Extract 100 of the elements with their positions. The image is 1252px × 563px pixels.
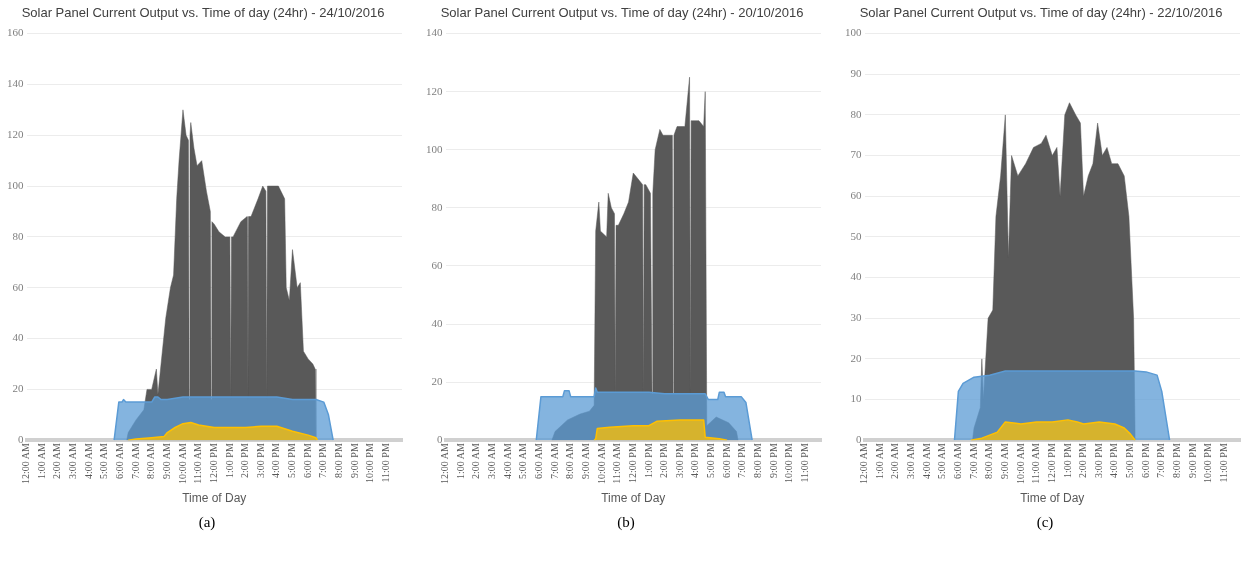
- x-tick-label: 8:00 AM: [564, 443, 576, 480]
- x-tick-label: 2:00 PM: [1077, 443, 1089, 478]
- y-tick-label: 40: [12, 331, 24, 344]
- x-tick-label: 1:00 PM: [1061, 443, 1073, 478]
- x-tick-label: 6:00 PM: [301, 443, 313, 478]
- x-tick-label: 8:00 PM: [333, 443, 345, 478]
- x-tick-label: 6:00 AM: [114, 443, 125, 480]
- x-tick-label: 12:00 PM: [626, 443, 638, 483]
- text: (c): [1036, 514, 1054, 531]
- x-tick-label: 11:00 PM: [1217, 443, 1229, 483]
- x-tick-label: 10:00 AM: [595, 443, 607, 485]
- x-tick-label: 9:00 PM: [348, 443, 360, 478]
- x-tick-label: 11:00 AM: [1030, 443, 1042, 484]
- x-tick-label: 5:00 PM: [705, 443, 717, 478]
- x-tick-label: 11:00 PM: [379, 443, 391, 483]
- x-axis-title: Time of Day: [182, 491, 247, 506]
- x-tick-label: 7:00 AM: [548, 443, 560, 480]
- x-tick-label: 2:00 AM: [470, 443, 482, 480]
- x-tick-label: 4:00 PM: [270, 443, 282, 478]
- y-tick-label: 50: [850, 229, 862, 242]
- x-tick-label: 10:00 PM: [364, 443, 376, 483]
- x-tick-label: 3:00 PM: [1092, 443, 1104, 478]
- x-tick-label: 3:00 PM: [673, 443, 685, 478]
- x-tick-label: 11:00 PM: [798, 443, 810, 483]
- x-tick-label: 3:00 AM: [67, 443, 79, 480]
- x-tick-label: 5:00 PM: [286, 443, 298, 478]
- x-tick-label: 10:00 PM: [1202, 443, 1214, 483]
- x-tick-label: 10:00 PM: [783, 443, 795, 483]
- y-tick-label: 100: [845, 26, 862, 39]
- x-tick-label: 7:00 AM: [129, 443, 141, 480]
- y-tick-label: 60: [12, 280, 24, 293]
- y-tick-label: 10: [850, 392, 862, 405]
- text: (b): [617, 514, 635, 531]
- y-tick-label: 120: [426, 84, 443, 97]
- y-tick-label: 90: [850, 67, 862, 80]
- x-axis-title: Time of Day: [601, 491, 666, 506]
- x-tick-label: 1:00 PM: [642, 443, 654, 478]
- x-tick-label: 6:00 PM: [720, 443, 732, 478]
- x-tick-label: 10:00 AM: [1014, 443, 1026, 485]
- x-tick-label: 12:00 PM: [1045, 443, 1057, 483]
- x-tick-label: 9:00 PM: [767, 443, 779, 478]
- x-tick-label: 7:00 AM: [967, 443, 979, 480]
- x-tick-label: 7:00 PM: [317, 443, 329, 478]
- x-tick-label: 2:00 AM: [51, 443, 63, 480]
- x-tick-label: 3:00 AM: [486, 443, 498, 480]
- x-tick-label: 12:00 PM: [207, 443, 219, 483]
- y-tick-label: 70: [850, 148, 862, 161]
- y-tick-label: 20: [850, 351, 862, 364]
- x-tick-label: 9:00 AM: [160, 443, 172, 480]
- x-tick-label: 6:00 AM: [952, 443, 963, 480]
- x-tick-label: 1:00 AM: [454, 443, 466, 480]
- x-tick-label: 5:00 PM: [1124, 443, 1136, 478]
- x-tick-label: 9:00 AM: [998, 443, 1010, 480]
- x-tick-label: 4:00 AM: [82, 443, 94, 480]
- x-tick-label: 11:00 AM: [192, 443, 204, 484]
- x-tick-label: 9:00 PM: [1186, 443, 1198, 478]
- y-tick-label: 30: [850, 311, 862, 324]
- y-tick-label: 40: [431, 316, 443, 329]
- x-tick-label: 2:00 PM: [239, 443, 251, 478]
- x-tick-label: 12:00 AM: [439, 443, 451, 485]
- chart-title: Solar Panel Current Output vs. Time of day (24hr) - 24/10/2016: [21, 5, 385, 21]
- x-tick-label: 12:00 AM: [20, 443, 32, 485]
- y-tick-label: 80: [431, 200, 443, 213]
- y-tick-label: 20: [431, 375, 443, 388]
- x-tick-label: 4:00 PM: [689, 443, 701, 478]
- x-tick-label: 9:00 AM: [579, 443, 591, 480]
- x-axis-title: Time of Day: [1020, 491, 1085, 506]
- y-tick-label: 100: [426, 142, 443, 155]
- chart-title: Solar Panel Current Output vs. Time of day (24hr) - 22/10/2016: [859, 5, 1223, 21]
- y-tick-label: 60: [431, 258, 443, 271]
- x-tick-label: 3:00 PM: [254, 443, 266, 478]
- y-tick-label: 140: [7, 77, 24, 90]
- x-tick-label: 1:00 AM: [35, 443, 47, 480]
- x-tick-label: 1:00 AM: [873, 443, 885, 480]
- x-tick-label: 7:00 PM: [1155, 443, 1167, 478]
- y-tick-label: 40: [850, 270, 862, 283]
- x-tick-label: 5:00 AM: [936, 443, 948, 480]
- y-tick-label: 100: [7, 178, 24, 191]
- chart-title: Solar Panel Current Output vs. Time of day (24hr) - 20/10/2016: [440, 5, 804, 21]
- x-tick-label: 4:00 AM: [501, 443, 513, 480]
- y-tick-label: 20: [12, 382, 24, 395]
- x-tick-label: 1:00 PM: [223, 443, 235, 478]
- x-tick-label: 8:00 PM: [752, 443, 764, 478]
- x-tick-label: 5:00 AM: [517, 443, 529, 480]
- y-tick-label: 120: [7, 128, 24, 141]
- x-tick-label: 12:00 AM: [858, 443, 870, 485]
- x-tick-label: 8:00 PM: [1171, 443, 1183, 478]
- x-tick-label: 4:00 AM: [920, 443, 932, 480]
- x-tick-label: 2:00 PM: [658, 443, 670, 478]
- y-tick-label: 140: [426, 26, 443, 39]
- y-tick-label: 80: [850, 107, 862, 120]
- y-tick-label: 160: [7, 26, 24, 39]
- x-tick-label: 6:00 AM: [533, 443, 544, 480]
- y-tick-label: 80: [12, 229, 24, 242]
- x-tick-label: 5:00 AM: [98, 443, 110, 480]
- x-tick-label: 11:00 AM: [611, 443, 623, 484]
- x-tick-label: 4:00 PM: [1108, 443, 1120, 478]
- x-tick-label: 8:00 AM: [145, 443, 157, 480]
- text: (a): [198, 514, 216, 531]
- y-tick-label: 60: [850, 189, 862, 202]
